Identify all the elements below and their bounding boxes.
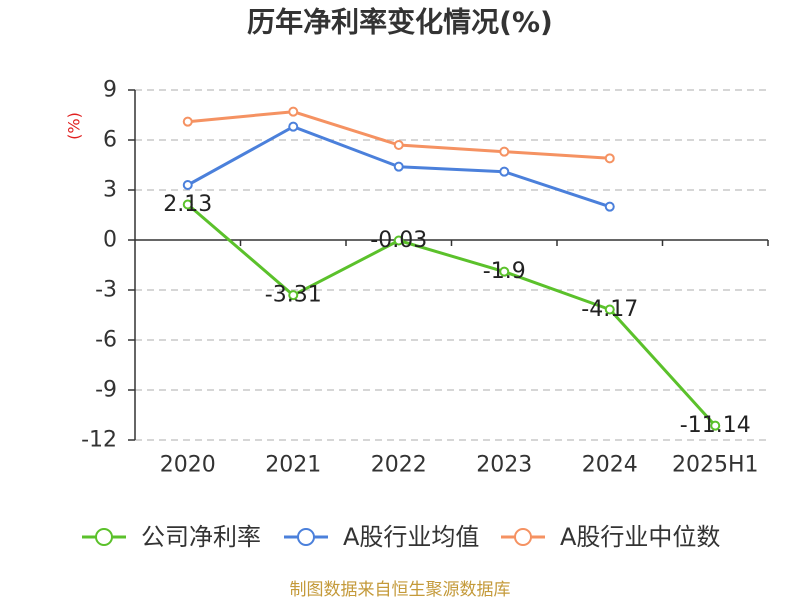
legend-item-company-net-margin: 公司净利率 (82, 523, 261, 551)
data-label: -1.9 (483, 259, 526, 284)
data-labels: 2.13 -3.31 -0.03 -1.9 -4.17 -11.14 (163, 192, 750, 438)
legend-label: A股行业中位数 (560, 523, 720, 551)
legend-item-industry-average: A股行业均值 (284, 523, 479, 551)
y-tick-label: 9 (103, 78, 117, 103)
legend-marker-icon (514, 528, 532, 546)
chart-title: 历年净利率变化情况(%) (247, 6, 553, 39)
data-label: -11.14 (680, 413, 751, 438)
data-point (393, 235, 404, 246)
x-tick-label: 2022 (371, 453, 427, 478)
data-point (393, 140, 404, 150)
data-point (499, 266, 510, 277)
y-tick-label: 6 (103, 128, 117, 153)
legend-label: 公司净利率 (141, 523, 261, 551)
y-tick-label: -3 (95, 278, 117, 303)
legend-label: A股行业均值 (343, 523, 479, 551)
series-line-company-net-margin (186, 203, 717, 427)
data-label: -0.03 (370, 228, 427, 253)
legend-item-industry-median: A股行业中位数 (501, 523, 720, 551)
data-point (288, 106, 299, 117)
y-axis-label: (%) (65, 112, 84, 140)
y-tick-label: -6 (95, 328, 117, 353)
y-tick-label: -12 (81, 428, 117, 453)
series-company-net-margin (182, 199, 721, 431)
data-point (182, 116, 193, 127)
x-tick-label: 2020 (160, 453, 216, 478)
x-tick-label: 2023 (476, 453, 532, 478)
data-point (393, 161, 404, 172)
x-tick-label: 2025H1 (672, 453, 759, 478)
data-point (604, 153, 615, 164)
gridlines (135, 89, 768, 441)
x-tick-label: 2024 (582, 453, 638, 478)
data-label: 2.13 (163, 192, 212, 217)
data-point (182, 199, 193, 210)
data-point (499, 146, 510, 157)
axes: 9 6 3 0 -3 -6 -9 -12 2020 2021 2022 2023 2024 2025H1 (81, 78, 769, 478)
data-label: -4.17 (581, 297, 638, 322)
data-point (182, 180, 193, 190)
y-tick-label: 0 (103, 228, 117, 253)
y-tick-label: -9 (95, 378, 117, 403)
series-group (182, 106, 721, 431)
source-note: 制图数据来自恒生聚源数据库 (290, 580, 511, 600)
data-point (710, 420, 721, 431)
data-label: -3.31 (265, 283, 322, 308)
data-point (288, 121, 299, 132)
y-tick-label: 3 (103, 178, 117, 203)
series-industry-median (182, 106, 615, 164)
data-point (604, 304, 615, 315)
legend-marker-icon (297, 528, 315, 546)
data-point (288, 290, 299, 301)
legend: 公司净利率 A股行业均值 A股行业中位数 (82, 523, 720, 551)
series-industry-average (182, 121, 615, 212)
x-tick-label: 2021 (265, 453, 321, 478)
data-point (499, 166, 510, 177)
data-point (604, 201, 615, 212)
legend-marker-icon (95, 528, 113, 546)
